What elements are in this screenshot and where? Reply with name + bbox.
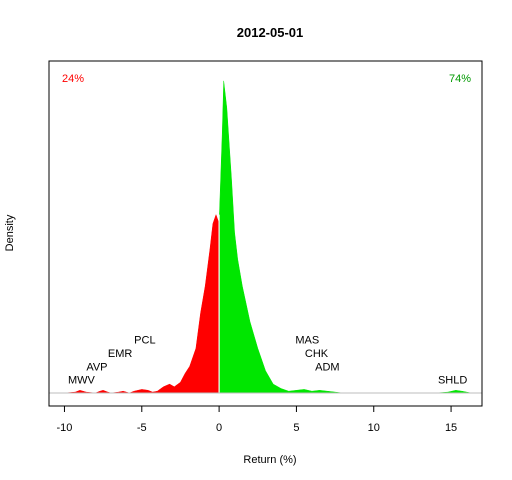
- stock-label: SHLD: [438, 375, 467, 387]
- positive-return-area: [218, 80, 472, 394]
- stock-label: EMR: [108, 348, 133, 360]
- stock-label: PCL: [134, 335, 155, 347]
- stock-label: MAS: [295, 335, 319, 347]
- y-axis-label: Density: [4, 214, 16, 251]
- x-axis: -10 -5 0 5 10 15: [57, 405, 457, 434]
- positive-share-label: 74%: [449, 73, 471, 85]
- stock-label: CHK: [305, 348, 329, 360]
- chart-title: 2012-05-01: [237, 25, 304, 40]
- stock-label: MWV: [68, 375, 96, 387]
- stock-label: ADM: [315, 361, 339, 373]
- stock-label: AVP: [86, 361, 107, 373]
- x-tick-label: 5: [293, 422, 299, 434]
- x-axis-label: Return (%): [243, 454, 296, 466]
- x-tick-label: 15: [445, 422, 457, 434]
- negative-share-label: 24%: [62, 73, 84, 85]
- x-tick-label: -10: [57, 422, 73, 434]
- x-tick-label: -5: [137, 422, 147, 434]
- density-areas: [64, 80, 472, 394]
- x-tick-label: 0: [216, 422, 222, 434]
- negative-return-area: [64, 213, 220, 394]
- x-tick-label: 10: [368, 422, 380, 434]
